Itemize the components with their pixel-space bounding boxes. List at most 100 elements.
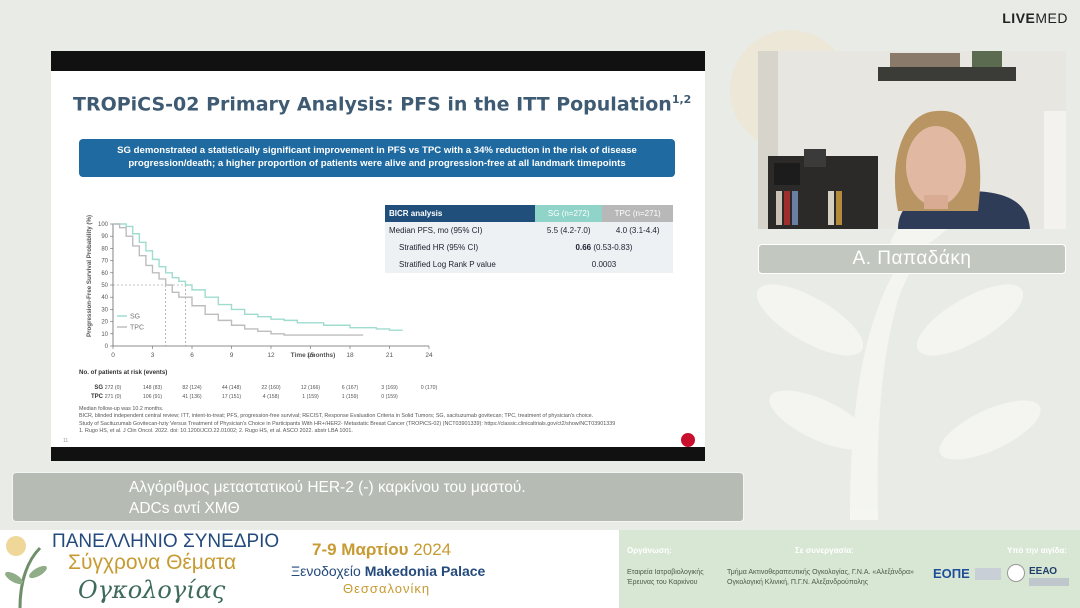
risk-cell: 12 (166) xyxy=(301,385,321,391)
speaker-webcam-video xyxy=(758,51,1066,229)
row-value-sg: 5.5 (4.2-7.0) xyxy=(546,226,591,235)
conference-banner: ΠΑΝΕΛΛΗΝΙΟ ΣΥΝΕΔΡΙΟ Σύγχρονα Θέματα Ογκο… xyxy=(0,530,1080,608)
km-legend: SG TPC xyxy=(117,314,144,332)
risk-cell: 1 (159) xyxy=(342,394,359,400)
talk-topic-box: Αλγόριθμος μεταστατικού HER-2 (-) καρκίν… xyxy=(12,472,744,522)
risk-cell: 271 (0) xyxy=(105,394,122,400)
conference-venue: Ξενοδοχείο Makedonia Palace xyxy=(291,563,486,579)
conference-title: ΠΑΝΕΛΛΗΝΙΟ ΣΥΝΕΔΡΙΟ xyxy=(52,531,280,552)
table-row: Stratified Log Rank P value 0.0003 xyxy=(385,256,673,273)
partner-logo-icon xyxy=(975,568,1001,580)
row-label: Stratified Log Rank P value xyxy=(399,260,496,269)
y-tick-label: 90 xyxy=(101,234,108,240)
km-plot: 0 10 20 30 40 50 60 70 80 90 100 0 3 6 9 12 15 18 21 24 SG T… xyxy=(86,215,433,359)
y-tick-label: 10 xyxy=(101,332,108,338)
km-lines xyxy=(113,223,403,336)
risk-cell: 44 (148) xyxy=(222,385,242,391)
risk-cell: 0 (170) xyxy=(421,385,438,391)
y-tick-label: 80 xyxy=(101,246,108,252)
y-tick-label: 70 xyxy=(101,259,108,265)
livemed-logo: LIVEMED xyxy=(1002,10,1068,26)
slide-title: TROPiCS-02 Primary Analysis: PFS in the … xyxy=(73,93,692,116)
footnote-line: BICR, blinded independent central review… xyxy=(79,413,594,420)
footnote-line: 1. Rugo HS, et al. J Clin Oncol. 2022. d… xyxy=(79,427,353,434)
speaker-face xyxy=(906,126,966,206)
presentation-slide: TROPiCS-02 Primary Analysis: PFS in the … xyxy=(51,51,705,461)
x-tick-label: 3 xyxy=(151,352,155,359)
risk-cell: 4 (158) xyxy=(263,394,280,400)
slide-page-number: 11 xyxy=(63,438,69,444)
y-tick-label: 100 xyxy=(98,222,109,228)
slide-footnotes: Median follow-up was 10.2 months. BICR, … xyxy=(79,406,699,435)
row-value: 0.0003 xyxy=(591,260,617,269)
y-tick-label: 60 xyxy=(101,271,108,277)
x-tick-label: 0 xyxy=(111,352,115,359)
x-axis-label: Time (months) xyxy=(291,352,336,359)
conference-city: Θεσσαλονίκη xyxy=(343,581,431,596)
y-tick-label: 40 xyxy=(101,295,108,301)
legend-label-tpc: TPC xyxy=(130,325,144,332)
risk-cell: 41 (136) xyxy=(182,394,202,400)
x-tick-label: 21 xyxy=(386,352,394,359)
footnote-line: Median follow-up was 10.2 months. xyxy=(79,406,164,412)
conference-dates: 7-9 Μαρτίου 2024 xyxy=(312,540,452,559)
organizer-text: Εταιρεία Ιατροβιολογικής Έρευνας του Καρ… xyxy=(627,569,704,586)
risk-rows: SG 272 (0) 148 (83) 82 (124) 44 (148) 22 (160… xyxy=(91,385,437,400)
x-tick-label: 12 xyxy=(267,352,275,359)
banner-plant-icon xyxy=(5,536,47,608)
footnote-line: Study of Sacituzumab Govitecan-hziy Vers… xyxy=(79,420,616,427)
collaboration-text: Τμήμα Ακτινοθεραπευτικής Ογκολογίας, Γ.Ν… xyxy=(727,569,914,586)
crest-logo-icon xyxy=(1007,564,1025,582)
organizer-label: Οργάνωση: xyxy=(627,546,672,555)
risk-cell: 82 (124) xyxy=(182,385,202,391)
webcam-scene xyxy=(758,51,1066,229)
risk-cell: 0 (159) xyxy=(381,394,398,400)
risk-cell: 272 (0) xyxy=(105,385,122,391)
collaboration-label: Σε συνεργασία: xyxy=(795,546,854,555)
km-curve-sg xyxy=(113,223,403,331)
legend-label-sg: SG xyxy=(130,314,140,321)
risk-cell: 22 (160) xyxy=(261,385,281,391)
topic-line: Αλγόριθμος μεταστατικού HER-2 (-) καρκίν… xyxy=(129,479,526,496)
risk-table: No. of patients at risk (events) SG 272 (… xyxy=(79,369,437,400)
risk-cell: 106 (91) xyxy=(143,394,163,400)
speaker-name-label: Α. Παπαδάκη xyxy=(758,244,1066,274)
bicr-analysis-table: BICR analysis SG (n=272) TPC (n=271) Med… xyxy=(385,205,673,273)
risk-cell: 6 (167) xyxy=(342,385,359,391)
risk-table-title: No. of patients at risk (events) xyxy=(79,369,167,376)
table-header-analysis: BICR analysis xyxy=(385,205,535,222)
y-axis-label: Progression-Free Survival Probability (%… xyxy=(86,215,93,337)
row-value-tpc: 4.0 (3.1-4.4) xyxy=(615,226,660,235)
conference-subtitle: Σύγχρονα Θέματα xyxy=(68,551,237,574)
key-finding-callout: SG demonstrated a statistically signific… xyxy=(79,139,675,177)
x-tick-label: 18 xyxy=(346,352,354,359)
eope-logo: ΕΟΠΕ xyxy=(933,566,970,581)
y-tick-label: 30 xyxy=(101,307,108,313)
wall-shelf xyxy=(878,67,1016,81)
table-row: Median PFS, mo (95% CI) 5.5 (4.2-7.0) 4.… xyxy=(385,222,673,239)
risk-cell: 17 (151) xyxy=(222,394,242,400)
slide-title-reference: 1,2 xyxy=(671,93,692,106)
table-header-tpc: TPC (n=271) xyxy=(602,205,673,222)
eeao-logo: ΕΕΑΟ xyxy=(1029,566,1058,577)
eeao-logo-text-icon xyxy=(1029,578,1069,586)
x-tick-label: 6 xyxy=(190,352,194,359)
table-row: Stratified HR (95% CI) 0.66 (0.53-0.83) xyxy=(385,239,673,256)
x-tick-label: 24 xyxy=(425,352,433,359)
risk-row-label: TPC xyxy=(91,394,104,400)
row-label: Median PFS, mo (95% CI) xyxy=(389,226,483,235)
y-tick-label: 0 xyxy=(105,344,109,350)
y-tick-label: 50 xyxy=(101,283,108,289)
risk-cell: 3 (169) xyxy=(381,385,398,391)
risk-cell: 148 (83) xyxy=(143,385,163,391)
conference-subtitle-2: Ογκολογίας xyxy=(78,576,226,604)
y-tick-label: 20 xyxy=(101,320,108,326)
sponsors-panel: Οργάνωση: Εταιρεία Ιατροβιολογικής Έρευν… xyxy=(619,530,1080,608)
x-tick-label: 15 xyxy=(307,352,315,359)
row-label: Stratified HR (95% CI) xyxy=(399,243,479,252)
sponsor-logo-icon xyxy=(681,433,695,447)
topic-line: ADCs αντί ΧΜΘ xyxy=(129,500,240,517)
auspices-label: Υπό την αιγίδα: xyxy=(1007,546,1067,555)
risk-row-label: SG xyxy=(94,385,103,391)
km-curve-tpc xyxy=(113,223,364,336)
